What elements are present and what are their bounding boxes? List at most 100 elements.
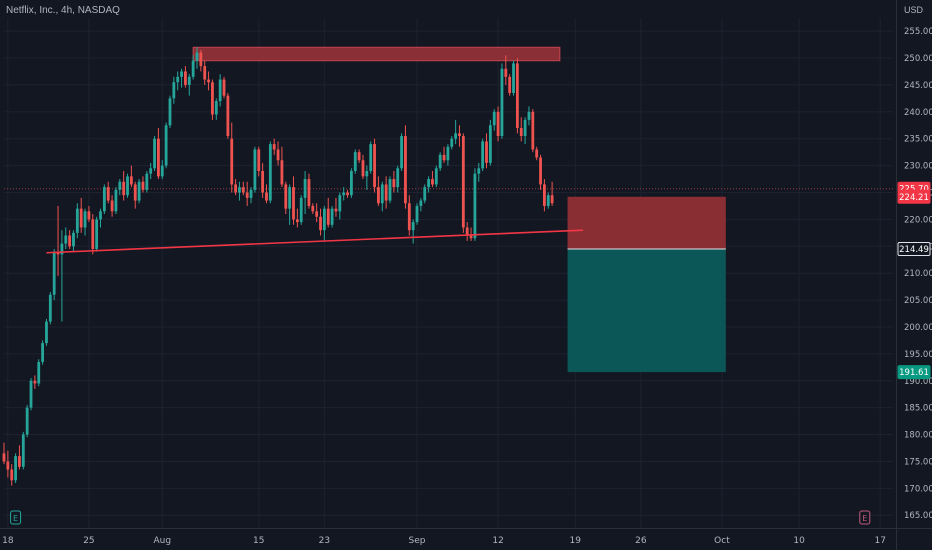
y-tick-label: 175.00 xyxy=(904,457,932,467)
candle-body xyxy=(157,138,160,177)
candle-body xyxy=(41,343,44,362)
candle xyxy=(14,453,17,483)
candle xyxy=(512,60,515,96)
candle xyxy=(118,179,122,196)
candle xyxy=(199,49,203,72)
y-tick-label: 195.00 xyxy=(904,350,932,360)
y-tick-label: 250.00 xyxy=(904,54,932,64)
candle-body xyxy=(137,181,141,201)
candle xyxy=(477,162,481,182)
candle-body xyxy=(434,168,438,185)
candle xyxy=(172,76,176,104)
candle-body xyxy=(427,179,430,188)
x-tick-label: 15 xyxy=(253,536,264,546)
candle-body xyxy=(365,170,369,177)
candle xyxy=(238,181,241,201)
candle-body xyxy=(253,149,257,190)
candle-body xyxy=(485,141,488,163)
candle-body xyxy=(369,144,373,171)
candle xyxy=(307,173,311,209)
x-tick-label: 23 xyxy=(319,536,330,546)
candle-body xyxy=(118,181,122,190)
candle-body xyxy=(268,144,272,201)
candle xyxy=(504,55,508,85)
candle xyxy=(338,192,342,220)
candle-body xyxy=(419,200,423,206)
candle xyxy=(261,162,265,198)
stop-price-tag: 224.21 xyxy=(897,189,931,204)
earnings-marker-label: E xyxy=(13,514,18,523)
candle-body xyxy=(33,380,37,384)
candle-body xyxy=(492,111,496,126)
candle-body xyxy=(334,208,338,212)
candle-body xyxy=(446,146,450,161)
candle xyxy=(106,181,110,204)
candle xyxy=(396,165,400,193)
candle xyxy=(218,74,222,107)
candle-body xyxy=(241,187,245,193)
x-tick-label: 12 xyxy=(492,536,503,546)
symbol-title[interactable]: Netflix, Inc., 4h, NASDAQ xyxy=(6,5,120,16)
candle xyxy=(203,60,207,85)
candle xyxy=(496,106,500,142)
candle xyxy=(407,195,411,236)
stop-price-tag-text: 224.21 xyxy=(899,193,929,203)
candle-body xyxy=(295,219,299,223)
candlestick-series xyxy=(2,47,554,486)
candle xyxy=(129,165,133,188)
candle-body xyxy=(431,179,434,185)
candle-body xyxy=(6,461,10,470)
candle-body xyxy=(338,195,342,212)
candle xyxy=(400,133,403,171)
candle xyxy=(427,176,430,193)
candle xyxy=(384,176,388,209)
candle-body xyxy=(373,144,376,188)
candle-body xyxy=(299,197,303,223)
candle-body xyxy=(218,79,222,102)
candle-body xyxy=(79,208,83,228)
candle-body xyxy=(75,208,79,233)
candle-body xyxy=(396,168,400,188)
price-axis[interactable]: 165.00 170.00 175.00 180.00 185.00 190.00 195.… xyxy=(904,27,932,521)
candle xyxy=(60,230,64,322)
candle-body xyxy=(164,125,168,166)
candle-body xyxy=(461,136,465,228)
earnings-marker[interactable]: E xyxy=(859,510,871,525)
y-tick-label: 205.00 xyxy=(904,296,932,306)
candle-body xyxy=(407,203,411,231)
earnings-marker[interactable]: E xyxy=(10,510,22,525)
candle xyxy=(75,203,79,239)
candle-body xyxy=(184,71,187,85)
candle xyxy=(180,68,183,88)
candle-body xyxy=(180,71,183,77)
candle-body xyxy=(496,111,500,137)
candle xyxy=(357,149,361,163)
stop-loss-zone xyxy=(567,196,726,250)
candle xyxy=(531,109,535,153)
candle-body xyxy=(423,187,427,201)
x-tick-label: 18 xyxy=(2,536,14,546)
candle xyxy=(438,152,442,171)
entry-price-tag-box xyxy=(897,242,931,257)
x-tick-label: 25 xyxy=(83,536,94,546)
y-tick-label: 230.00 xyxy=(904,162,932,172)
candle-body xyxy=(546,195,550,206)
time-axis[interactable]: 1825Aug1523Sep121926Oct101724 xyxy=(2,536,932,546)
earnings-marker-box xyxy=(10,510,22,525)
candle xyxy=(450,136,454,150)
candle-body xyxy=(14,456,17,481)
candle-body xyxy=(539,157,542,185)
candle-body xyxy=(488,125,492,163)
candle-body xyxy=(319,216,322,231)
candle xyxy=(295,208,299,228)
candle-body xyxy=(91,219,95,249)
candle-body xyxy=(102,187,106,212)
candle xyxy=(546,192,550,209)
candle xyxy=(64,227,68,249)
candle xyxy=(56,205,60,276)
x-tick-label: Sep xyxy=(409,536,426,546)
y-tick-label: 235.00 xyxy=(904,135,932,145)
candle xyxy=(52,248,56,301)
candle-body xyxy=(527,111,531,120)
